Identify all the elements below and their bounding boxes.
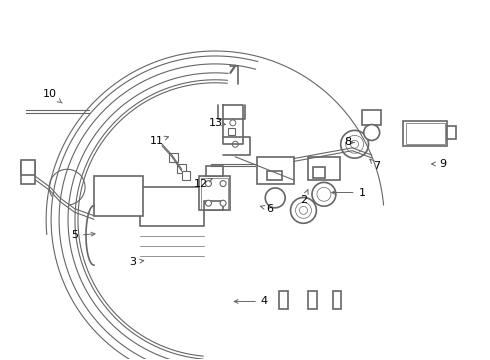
Text: 8: 8 <box>344 138 354 148</box>
Text: 3: 3 <box>129 257 144 267</box>
Circle shape <box>351 140 359 148</box>
Bar <box>177 164 186 173</box>
Circle shape <box>232 141 238 147</box>
Bar <box>170 153 178 162</box>
Bar <box>313 167 325 178</box>
Text: 2: 2 <box>300 189 308 204</box>
Text: 6: 6 <box>260 203 273 213</box>
Circle shape <box>205 200 212 206</box>
Circle shape <box>341 130 368 158</box>
Text: 7: 7 <box>370 159 380 171</box>
Circle shape <box>295 202 312 218</box>
Text: 1: 1 <box>332 188 366 198</box>
Bar <box>333 291 342 309</box>
Circle shape <box>291 198 317 223</box>
Text: 5: 5 <box>71 230 95 240</box>
Bar <box>21 162 35 184</box>
Bar <box>308 157 340 180</box>
Circle shape <box>317 187 331 201</box>
Circle shape <box>345 135 364 153</box>
Text: 11: 11 <box>150 136 169 146</box>
Bar <box>182 171 191 180</box>
Text: 4: 4 <box>234 296 268 306</box>
Bar <box>267 171 282 180</box>
Bar <box>199 176 230 210</box>
Text: 13: 13 <box>209 118 226 128</box>
Bar <box>140 187 203 226</box>
Circle shape <box>364 125 380 140</box>
Bar <box>257 157 294 184</box>
Circle shape <box>230 120 236 126</box>
Bar <box>206 166 223 176</box>
Bar <box>21 160 35 175</box>
Circle shape <box>220 200 226 206</box>
Bar <box>203 202 223 210</box>
Text: 10: 10 <box>43 89 62 103</box>
Circle shape <box>205 181 212 186</box>
Bar <box>447 126 456 139</box>
Text: 12: 12 <box>194 179 212 189</box>
Bar <box>403 121 447 146</box>
Bar <box>362 111 381 125</box>
Bar <box>228 128 235 135</box>
Bar <box>406 123 445 144</box>
Bar <box>201 178 228 208</box>
Bar <box>94 176 143 216</box>
Circle shape <box>312 183 336 206</box>
Bar <box>308 291 317 309</box>
Text: 9: 9 <box>432 159 446 169</box>
Bar <box>279 291 288 309</box>
Circle shape <box>299 206 307 214</box>
Circle shape <box>265 188 285 208</box>
Circle shape <box>220 181 226 186</box>
